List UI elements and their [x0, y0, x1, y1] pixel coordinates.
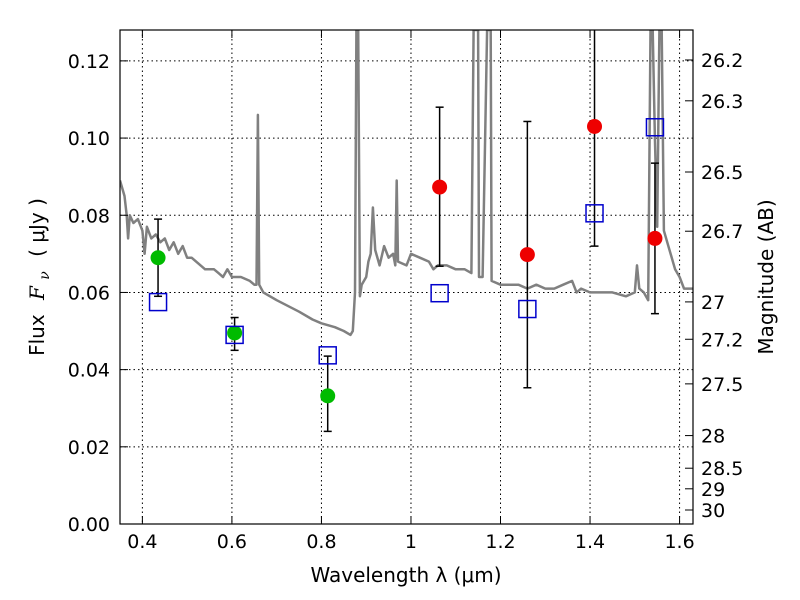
right-tick-label: 29: [701, 479, 725, 501]
right-tick-label: 27.5: [701, 374, 743, 396]
x-tick-label: 1.2: [485, 531, 515, 553]
y-tick-label: 0.10: [68, 128, 110, 150]
model-spectrum: [120, 30, 693, 337]
x-tick-label: 1.6: [664, 531, 694, 553]
x-tick-label: 1: [405, 531, 417, 553]
right-tick-label: 28.5: [701, 458, 743, 480]
right-tick-label: 28: [701, 426, 725, 448]
x-axis-label: Wavelength λ (μm): [310, 563, 501, 587]
x-tick-label: 0.4: [127, 531, 157, 553]
model-flux-square: [318, 346, 337, 365]
data-point-circle: [519, 247, 535, 263]
data-point-circle: [320, 388, 336, 404]
model-flux-square: [148, 292, 168, 312]
right-tick-label: 26.2: [701, 50, 743, 72]
y-tick-label: 0.06: [68, 282, 110, 304]
y-tick-label: 0.12: [68, 51, 110, 73]
data-point-circle: [227, 325, 243, 341]
y-tick-label: 0.02: [68, 437, 110, 459]
data-point-circle: [647, 230, 663, 246]
data-point-circle: [587, 118, 603, 134]
model-spectrum-line: [120, 30, 693, 337]
right-tick-label: 26.5: [701, 162, 743, 184]
model-flux-square: [585, 204, 604, 223]
right-tick-label: 26.7: [701, 221, 743, 243]
data-point-circle: [150, 250, 166, 266]
y-tick-label: 0.08: [68, 205, 110, 227]
model-flux-square: [645, 118, 665, 137]
right-tick-label: 30: [701, 500, 725, 522]
x-tick-label: 1.4: [575, 531, 605, 553]
y-axis-label-symbol: F: [25, 285, 49, 301]
y-tick-label: 0.00: [68, 514, 110, 536]
y-axis-label-subscript: ν: [37, 271, 53, 280]
y-axis-label-flux: Flux: [25, 314, 49, 356]
right-tick-label: 27: [701, 292, 725, 314]
model-flux-square: [430, 283, 449, 303]
right-tick-label: 26.3: [701, 91, 743, 113]
right-tick-label: 27.2: [701, 329, 743, 351]
x-tick-label: 0.8: [306, 531, 336, 553]
model-flux-square: [518, 299, 537, 319]
model-flux-square: [225, 325, 244, 345]
y-tick-label: 0.04: [68, 360, 110, 382]
y-axis-label: Flux F ν ( μJy ): [25, 198, 54, 356]
data-point-circle: [432, 179, 448, 195]
y-axis-label-unit: ( μJy ): [25, 198, 49, 257]
axis-ticks: 0.4 0.6 0.8 1 1.2 1.4 1.6 0.00 0.02 0.04 0.06 0.08 0…: [68, 30, 743, 553]
right-axis-label: Magnitude (AB): [754, 199, 778, 354]
plot-frame: [119, 29, 694, 525]
grid-lines: [120, 30, 693, 524]
data-points: [148, 30, 665, 433]
x-tick-label: 0.6: [217, 531, 247, 553]
